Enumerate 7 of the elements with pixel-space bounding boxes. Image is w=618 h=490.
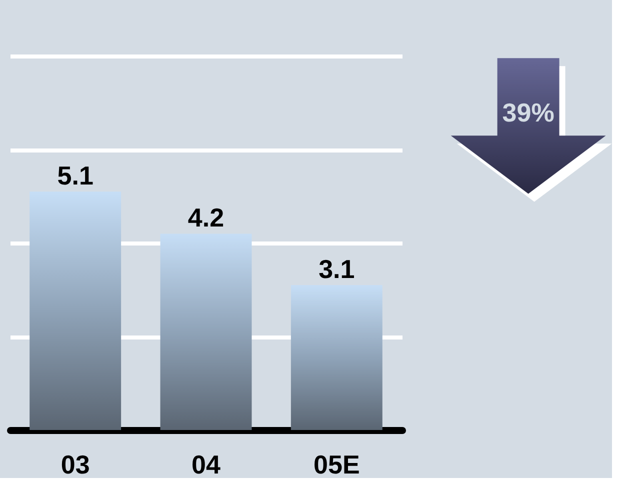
- data-label: 5.1: [57, 160, 94, 191]
- data-label: 4.2: [188, 202, 224, 233]
- data-label: 3.1: [318, 254, 355, 284]
- x-tick-label: 05E: [314, 450, 360, 480]
- x-tick-label: 03: [60, 450, 90, 480]
- text: 39%: [502, 98, 554, 128]
- x-tick-label: 04: [192, 450, 221, 480]
